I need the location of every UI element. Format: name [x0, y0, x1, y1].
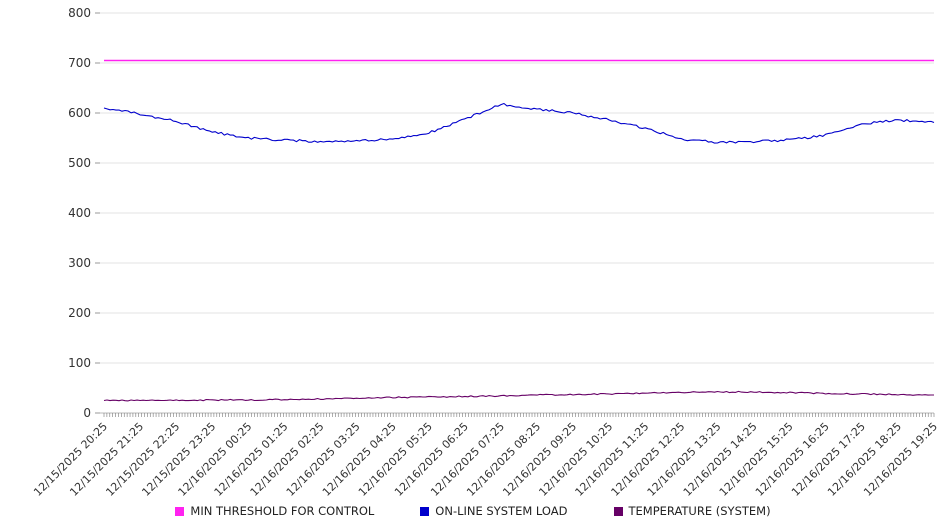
series-line-2: [103, 390, 934, 402]
x-minor-ticks: [103, 413, 935, 417]
svg-text:400: 400: [68, 206, 91, 220]
legend-label-system-load: ON-LINE SYSTEM LOAD: [435, 504, 568, 518]
svg-text:800: 800: [68, 6, 91, 20]
svg-text:0: 0: [83, 406, 91, 420]
legend-swatch-system-load: [420, 506, 430, 516]
gridlines: [100, 12, 934, 414]
svg-text:300: 300: [68, 256, 91, 270]
line-chart: 0 100 200 300 400 500 600 700 800 12/15/2025 20:2…: [31, 6, 940, 496]
legend-swatch-min-threshold: [175, 506, 185, 516]
legend-item-system-load: ON-LINE SYSTEM LOAD: [420, 504, 568, 518]
legend-item-temperature: TEMPERATURE (SYSTEM): [613, 504, 771, 518]
svg-text:200: 200: [68, 306, 91, 320]
svg-text:100: 100: [68, 356, 91, 370]
svg-text:600: 600: [68, 106, 91, 120]
legend-item-min-threshold: MIN THRESHOLD FOR CONTROL: [175, 504, 374, 518]
legend-swatch-temperature: [613, 506, 623, 516]
legend-label-min-threshold: MIN THRESHOLD FOR CONTROL: [190, 504, 375, 518]
svg-text:500: 500: [68, 156, 91, 170]
y-axis-ticks: [95, 12, 100, 414]
series-line-1: [103, 102, 935, 144]
legend-label-temperature: TEMPERATURE (SYSTEM): [628, 504, 771, 518]
chart-legend: MIN THRESHOLD FOR CONTROL ON-LINE SYSTEM…: [0, 504, 946, 518]
y-axis-labels: 0 100 200 300 400 500 600 700 800: [68, 6, 91, 420]
svg-text:700: 700: [68, 56, 91, 70]
